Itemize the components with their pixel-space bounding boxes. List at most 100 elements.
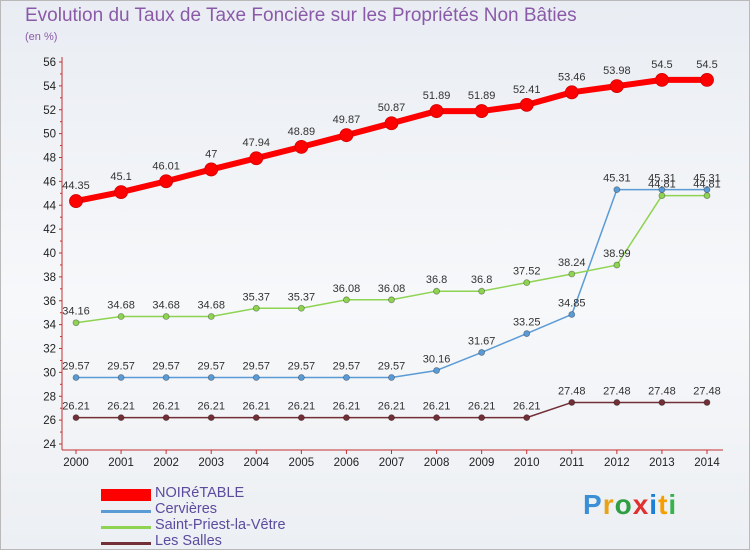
data-point: [117, 313, 125, 320]
data-point: [297, 374, 305, 381]
data-label: 29.57: [288, 361, 316, 373]
x-tick-label: 2013: [649, 457, 675, 469]
data-point: [568, 270, 576, 278]
y-tick-label: 40: [43, 248, 56, 260]
data-point: [117, 374, 125, 381]
y-tick-label: 32: [43, 344, 56, 356]
x-tick-label: 2004: [243, 457, 269, 469]
data-point: [72, 319, 80, 327]
data-label: 26.21: [468, 401, 496, 413]
data-point: [384, 116, 399, 131]
data-point: [700, 73, 714, 87]
data-point: [252, 304, 260, 312]
data-point: [613, 399, 621, 406]
data-point: [343, 414, 350, 422]
y-tick-label: 50: [43, 129, 56, 141]
data-label: 44.35: [62, 180, 90, 192]
data-point: [117, 414, 125, 422]
y-tick-label: 28: [43, 391, 56, 403]
legend-item: Les Salles: [101, 533, 361, 549]
data-point: [343, 374, 350, 381]
x-tick-label: 2008: [424, 457, 450, 469]
y-tick-label: 26: [43, 415, 56, 427]
data-point: [204, 162, 219, 177]
data-point: [162, 374, 170, 381]
data-point: [478, 287, 486, 295]
x-tick-label: 2014: [694, 457, 720, 469]
data-label: 36.08: [333, 283, 361, 295]
data-point: [388, 374, 395, 381]
legend-swatch: [101, 541, 151, 545]
data-point: [613, 186, 621, 194]
data-point: [297, 414, 305, 422]
data-label: 29.57: [333, 361, 361, 373]
legend-swatch: [101, 489, 151, 501]
x-tick-label: 2003: [198, 457, 224, 469]
data-point: [252, 414, 260, 422]
data-label: 51.89: [468, 90, 496, 102]
data-label: 26.21: [152, 401, 180, 413]
x-tick-label: 2011: [559, 457, 584, 469]
y-tick-label: 24: [43, 439, 56, 451]
x-tick-label: 2005: [289, 457, 315, 469]
data-label: 30.16: [423, 353, 451, 365]
legend-swatch: [101, 509, 151, 513]
data-label: 45.31: [693, 173, 721, 185]
y-tick-label: 30: [43, 367, 56, 379]
data-label: 44.81: [693, 179, 721, 191]
data-point: [655, 73, 669, 87]
data-label: 26.21: [378, 401, 406, 413]
legend-label: Les Salles: [155, 533, 222, 549]
data-point: [564, 85, 579, 100]
legend-item: NOIRéTABLE: [101, 485, 361, 502]
data-point: [207, 374, 215, 381]
data-point: [568, 399, 576, 406]
data-label: 26.21: [423, 401, 451, 413]
data-label: 35.37: [243, 291, 271, 303]
data-label: 29.57: [197, 361, 225, 373]
data-label: 29.57: [107, 361, 135, 373]
y-tick-label: 52: [43, 105, 56, 117]
data-point: [72, 374, 80, 381]
data-label: 45.31: [603, 173, 631, 185]
data-point: [568, 311, 576, 318]
data-point: [388, 296, 395, 304]
y-tick-label: 46: [43, 176, 56, 188]
data-label: 26.21: [197, 401, 225, 413]
data-label: 54.5: [651, 59, 672, 71]
data-label: 26.21: [107, 401, 135, 413]
legend-item: Cervières: [101, 501, 361, 518]
legend-swatch: [101, 525, 151, 529]
data-point: [162, 313, 170, 320]
data-label: 26.21: [513, 401, 541, 413]
data-label: 36.8: [426, 274, 447, 286]
y-axis-unit-label: (en %): [25, 31, 58, 43]
data-label: 34.68: [197, 300, 225, 312]
data-label: 29.57: [243, 361, 271, 373]
y-tick-label: 36: [43, 296, 56, 308]
data-label: 34.68: [152, 300, 180, 312]
data-label: 26.21: [243, 401, 271, 413]
data-label: 34.16: [62, 306, 90, 318]
data-label: 27.48: [693, 385, 721, 397]
legend-item: Saint-Priest-la-Vêtre: [101, 517, 361, 534]
data-label: 46.01: [152, 160, 180, 172]
data-label: 50.87: [378, 102, 406, 114]
data-label: 38.99: [603, 248, 631, 260]
data-label: 26.21: [288, 401, 316, 413]
data-label: 27.48: [648, 385, 676, 397]
data-point: [658, 192, 666, 199]
x-tick-label: 2007: [379, 457, 405, 469]
data-label: 48.89: [288, 126, 316, 138]
data-label: 36.08: [378, 283, 406, 295]
data-point: [613, 261, 621, 269]
x-tick-label: 2009: [469, 457, 495, 469]
data-label: 45.31: [648, 173, 676, 185]
proxiti-logo: Proxiti: [583, 489, 678, 520]
data-label: 54.5: [696, 59, 717, 71]
data-point: [249, 151, 264, 166]
data-point: [519, 97, 534, 112]
data-label: 29.57: [62, 361, 90, 373]
